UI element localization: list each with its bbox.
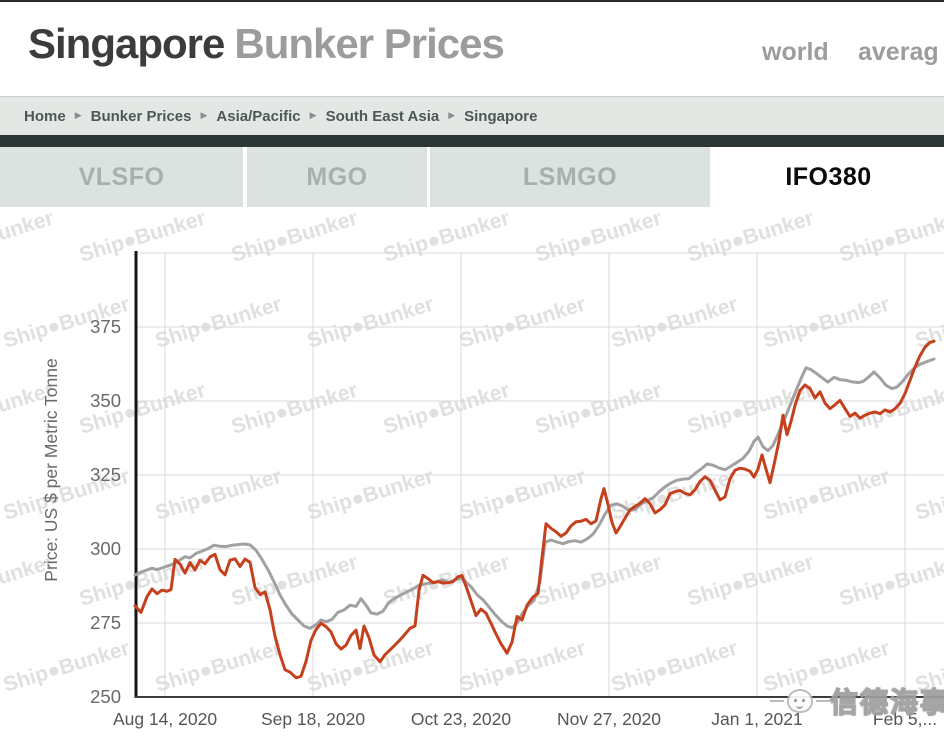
price-series-red-line bbox=[133, 339, 936, 680]
tab-mgo[interactable]: MGO bbox=[247, 147, 427, 207]
y-tick-label: 325 bbox=[90, 464, 121, 485]
y-tick-label: 250 bbox=[90, 686, 121, 707]
x-tick-label: Feb 5,... bbox=[873, 709, 937, 729]
ship-bunker-watermark: Ship●Bunker bbox=[153, 465, 285, 525]
ship-bunker-watermark: Ship●Bunker bbox=[533, 551, 665, 611]
fuel-grade-tabs: VLSFO MGO LSMGO IFO380 bbox=[0, 147, 944, 207]
breadcrumb-arrow-icon: ▶ bbox=[309, 109, 317, 120]
ship-bunker-watermark: Ship●Bunker bbox=[229, 207, 361, 267]
ship-bunker-watermark: Ship●Bunker bbox=[457, 465, 589, 525]
ship-bunker-watermark: Ship●Bunker bbox=[685, 551, 817, 611]
ship-bunker-watermark: Ship●Bunker bbox=[609, 465, 741, 525]
ship-bunker-watermark: Ship●Bunker bbox=[533, 379, 665, 439]
averages-link[interactable]: averag bbox=[858, 38, 939, 66]
ship-bunker-watermark: Ship●Bunker bbox=[761, 465, 893, 525]
dark-divider-bar bbox=[0, 135, 944, 147]
ship-bunker-watermark: Ship●Bunker bbox=[381, 207, 513, 267]
x-tick-label: Sep 18, 2020 bbox=[261, 709, 365, 729]
breadcrumb-asia-pacific[interactable]: Asia/Pacific bbox=[216, 107, 301, 125]
ship-bunker-watermark: Ship●Bunker bbox=[77, 551, 209, 611]
xinde-logo-icon bbox=[787, 689, 813, 713]
tab-ifo380[interactable]: IFO380 bbox=[713, 147, 944, 207]
y-tick-label: 375 bbox=[90, 316, 121, 337]
x-tick-label: Jan 1, 2021 bbox=[711, 709, 802, 729]
ship-bunker-watermark: Ship●Bunker bbox=[305, 465, 437, 525]
ship-bunker-watermark: Ship●Bunker bbox=[153, 637, 285, 697]
page-header: Singapore Bunker Prices world averag bbox=[0, 2, 944, 96]
page-title-port: Singapore bbox=[28, 20, 225, 67]
breadcrumb: Home ▶ Bunker Prices ▶ Asia/Pacific ▶ So… bbox=[0, 96, 944, 135]
ship-bunker-watermark: Ship●Bunker bbox=[533, 207, 665, 267]
ship-bunker-watermark: Ship●Bunker bbox=[609, 637, 741, 697]
breadcrumb-bunker-prices[interactable]: Bunker Prices bbox=[90, 107, 192, 125]
xinde-marine-watermark: 信德海事 bbox=[770, 681, 944, 721]
ship-bunker-watermark: Ship●Bunker bbox=[837, 207, 944, 267]
breadcrumb-arrow-icon: ▶ bbox=[200, 109, 208, 120]
page-title: Singapore Bunker Prices bbox=[28, 20, 505, 68]
page-title-suffix: Bunker Prices bbox=[234, 20, 504, 67]
ship-bunker-watermark: Ship●Bunker bbox=[153, 293, 285, 353]
ship-bunker-watermark: Ship●Bunker bbox=[761, 293, 893, 353]
ship-bunker-watermark: Ship●Bunker bbox=[305, 293, 437, 353]
x-tick-label: Aug 14, 2020 bbox=[113, 709, 217, 729]
y-tick-label: 300 bbox=[90, 538, 121, 559]
xinde-watermark-text: 信德海事 bbox=[829, 686, 944, 718]
breadcrumb-arrow-icon: ▶ bbox=[448, 109, 456, 120]
ship-bunker-watermark: Ship●Bunker bbox=[685, 207, 817, 267]
breadcrumb-home[interactable]: Home bbox=[24, 107, 66, 125]
x-tick-label: Oct 23, 2020 bbox=[411, 709, 511, 729]
x-tick-label: Nov 27, 2020 bbox=[557, 709, 661, 729]
breadcrumb-arrow-icon: ▶ bbox=[74, 109, 82, 120]
ship-bunker-watermark: Ship●Bunker bbox=[0, 207, 56, 267]
breadcrumb-south-east-asia[interactable]: South East Asia bbox=[325, 107, 440, 125]
tab-lsmgo[interactable]: LSMGO bbox=[430, 147, 710, 207]
ship-bunker-watermark: Ship●Bunker bbox=[77, 207, 209, 267]
badge-dash bbox=[770, 700, 784, 702]
ship-bunker-watermark: Ship●Bunker bbox=[457, 293, 589, 353]
ship-bunker-watermark: Ship●Bunker bbox=[609, 293, 741, 353]
price-series-gray-line bbox=[133, 357, 936, 630]
ship-bunker-watermark: Ship●Bunker bbox=[837, 551, 944, 611]
ship-bunker-watermark: Ship●Bunker bbox=[381, 379, 513, 439]
ship-bunker-watermark: Ship●Bunker bbox=[229, 379, 361, 439]
y-tick-label: 275 bbox=[90, 612, 121, 633]
ship-bunker-watermark: Ship●Bunker bbox=[457, 637, 589, 697]
breadcrumb-singapore[interactable]: Singapore bbox=[464, 107, 538, 125]
price-history-chart: Ship●Bunker Ship●Bunker Ship●Bunker Ship●Bu… bbox=[0, 207, 944, 729]
y-tick-label: 350 bbox=[90, 390, 121, 411]
price-chart-section: Ship●Bunker Ship●Bunker Ship●Bunker Ship●Bu… bbox=[0, 207, 944, 739]
ship-bunker-watermark: Ship●Bunker bbox=[913, 465, 944, 525]
tab-vlsfo[interactable]: VLSFO bbox=[0, 147, 243, 207]
y-axis-title: Price: US $ per Metric Tonne bbox=[41, 358, 61, 581]
world-link[interactable]: world bbox=[762, 38, 829, 66]
badge-dash bbox=[816, 700, 830, 702]
